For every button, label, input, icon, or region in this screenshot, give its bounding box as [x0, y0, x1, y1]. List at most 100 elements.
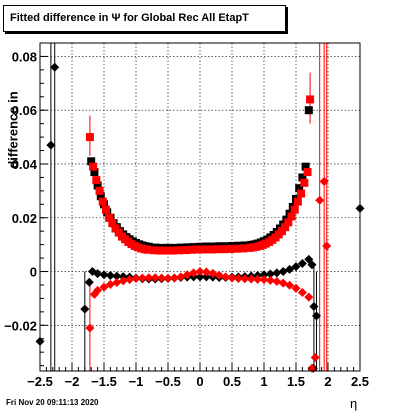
square-marker — [239, 244, 248, 253]
diamond-marker — [310, 353, 320, 363]
square-marker — [290, 205, 299, 214]
square-marker — [105, 213, 114, 222]
square-marker — [93, 181, 102, 190]
diamond-marker — [322, 241, 332, 251]
diamond-marker — [291, 262, 301, 272]
square-marker — [90, 168, 99, 177]
square-marker — [297, 189, 306, 198]
diamond-marker — [307, 260, 317, 270]
diamond-marker — [227, 273, 237, 283]
square-marker — [87, 157, 96, 166]
diamond-marker — [105, 279, 115, 289]
square-marker — [301, 162, 310, 171]
diamond-marker — [93, 269, 103, 279]
square-marker — [298, 173, 307, 182]
diamond-marker — [265, 275, 275, 285]
square-marker — [108, 219, 117, 228]
diamond-marker — [201, 267, 211, 277]
y-tick-label: 0.06 — [12, 103, 37, 118]
square-marker — [114, 228, 123, 237]
diamond-marker — [265, 269, 275, 279]
square-marker — [169, 246, 178, 255]
diamond-marker — [214, 270, 224, 280]
square-marker — [156, 246, 165, 255]
x-tick-label: 0.5 — [223, 374, 241, 389]
y-tick-label: 0.08 — [12, 49, 37, 64]
diamond-marker — [99, 282, 109, 292]
diamond-marker — [297, 258, 307, 268]
diamond-marker — [304, 292, 314, 302]
square-marker — [89, 162, 98, 171]
chart-title: Fitted difference in Ψ for Global Rec Al… — [3, 5, 286, 32]
square-marker — [300, 178, 309, 187]
diamond-marker — [319, 176, 329, 186]
diamond-marker — [50, 62, 60, 72]
diamond-marker — [195, 272, 205, 282]
grid — [40, 43, 360, 371]
diamond-marker — [85, 323, 95, 333]
diamond-marker — [118, 276, 128, 286]
diamond-marker — [272, 268, 282, 278]
square-marker — [149, 246, 158, 255]
diamond-marker — [169, 273, 179, 283]
x-tick-label: −1.5 — [91, 374, 117, 389]
x-tick-label: 1 — [260, 374, 267, 389]
y-tick-label: 0.04 — [12, 157, 38, 172]
x-axis-label: η — [350, 396, 358, 411]
diamond-marker — [253, 274, 263, 284]
diamond-marker — [259, 270, 269, 280]
data-points — [35, 62, 365, 373]
diamond-marker — [315, 195, 325, 205]
diamond-marker — [311, 311, 321, 321]
diamond-marker — [93, 285, 103, 295]
x-tick-label: −2 — [65, 374, 80, 389]
diamond-marker — [297, 287, 307, 297]
square-marker — [233, 244, 242, 253]
diamond-marker — [201, 272, 211, 282]
square-marker — [101, 205, 110, 214]
diamond-marker — [221, 272, 231, 282]
diamond-marker — [272, 276, 282, 286]
square-marker — [287, 212, 296, 221]
square-marker — [143, 245, 152, 254]
x-tick-label: 2 — [324, 374, 331, 389]
square-marker — [181, 246, 190, 255]
square-marker — [304, 106, 313, 115]
diamond-marker — [309, 301, 319, 311]
diamond-marker — [105, 271, 115, 281]
square-marker — [162, 246, 171, 255]
square-marker — [207, 245, 216, 254]
diamond-marker — [144, 273, 154, 283]
square-marker — [188, 245, 197, 254]
square-marker — [284, 218, 293, 227]
y-tick-label: 0 — [30, 265, 37, 280]
diamond-marker — [137, 273, 147, 283]
square-marker — [226, 244, 235, 253]
square-marker — [303, 168, 312, 177]
diamond-marker — [208, 268, 218, 278]
footer-timestamp: Fri Nov 20 09:11:13 2020 — [6, 398, 99, 407]
square-marker — [295, 184, 304, 193]
square-marker — [194, 245, 203, 254]
square-marker — [92, 176, 101, 185]
x-tick-label: −1 — [129, 374, 144, 389]
square-marker — [277, 227, 286, 236]
diamond-marker — [131, 274, 141, 284]
x-tick-label: −0.5 — [155, 374, 181, 389]
diamond-marker — [163, 273, 173, 283]
diamond-marker — [84, 277, 94, 287]
y-tick-label: 0.02 — [12, 211, 37, 226]
diamond-marker — [80, 304, 90, 314]
diamond-marker — [157, 273, 167, 283]
diamond-marker — [112, 271, 122, 281]
square-marker — [293, 197, 302, 206]
x-tick-label: −2.5 — [27, 374, 53, 389]
square-marker — [111, 224, 120, 233]
square-marker — [95, 186, 104, 195]
y-axis-label-text: difference in — [5, 91, 21, 169]
diamond-marker — [285, 264, 295, 274]
square-marker — [96, 192, 105, 201]
diamond-marker — [240, 274, 250, 284]
diamond-marker — [112, 278, 122, 288]
